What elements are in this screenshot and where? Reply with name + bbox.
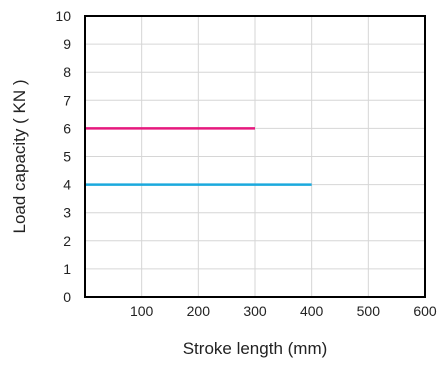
grid-lines: [85, 16, 425, 297]
y-tick-label-6: 6: [63, 120, 71, 136]
y-tick-labels: 0 1 2 3 4 5 6 7 8 9 10: [55, 8, 71, 305]
y-axis-label: Load capacity ( KN ): [10, 79, 29, 233]
y-tick-label-1: 1: [63, 261, 71, 277]
x-tick-labels: 100 200 300 400 500 600: [130, 303, 437, 319]
x-tick-label-0: 100: [130, 303, 154, 319]
y-tick-label-8: 8: [63, 64, 71, 80]
x-tick-label-1: 200: [187, 303, 211, 319]
y-tick-label-0: 0: [63, 289, 71, 305]
y-tick-label-10: 10: [55, 8, 71, 24]
x-axis-label: Stroke length (mm): [183, 339, 328, 358]
y-tick-label-2: 2: [63, 233, 71, 249]
y-tick-label-3: 3: [63, 205, 71, 221]
y-tick-label-5: 5: [63, 149, 71, 165]
y-tick-label-9: 9: [63, 36, 71, 52]
x-tick-label-2: 300: [243, 303, 267, 319]
x-tick-label-5: 600: [413, 303, 437, 319]
x-tick-label-4: 500: [357, 303, 381, 319]
x-tick-label-3: 400: [300, 303, 324, 319]
y-tick-label-7: 7: [63, 92, 71, 108]
y-tick-label-4: 4: [63, 177, 71, 193]
series-lines: [85, 127, 312, 186]
plot-frame: [84, 15, 426, 298]
